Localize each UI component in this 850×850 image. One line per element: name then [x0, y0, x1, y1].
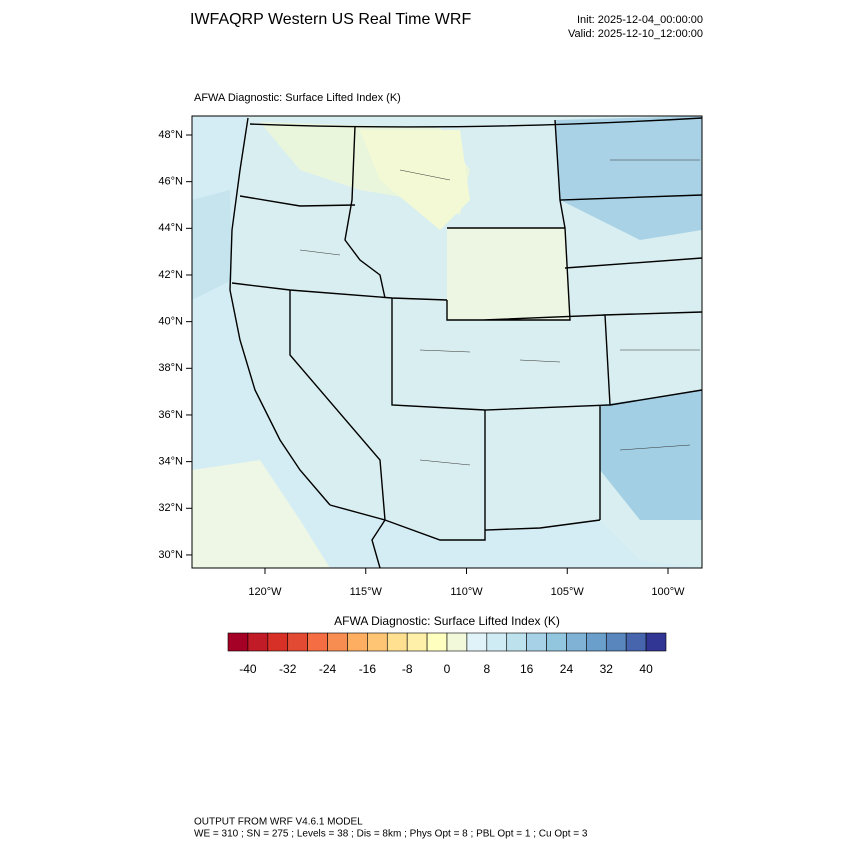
- colorbar-box: [446, 632, 468, 652]
- colorbar-tick-label: 0: [444, 662, 451, 676]
- colorbar-box: [367, 632, 388, 652]
- ocean-area: [192, 190, 232, 300]
- high-index-area: [555, 116, 702, 240]
- colorbar-box: [227, 632, 249, 652]
- colorbar-box: [426, 632, 448, 652]
- lat-tick-label: 30°N: [158, 549, 183, 561]
- high-index-area: [600, 390, 702, 520]
- colorbar-box: [386, 632, 408, 652]
- colorbar-box: [566, 632, 587, 652]
- lat-tick-label: 46°N: [158, 176, 183, 188]
- lon-tick-label: 120°W: [248, 586, 282, 598]
- lon-tick-label: 105°W: [551, 586, 585, 598]
- map-frame: [191, 115, 703, 569]
- lon-tick-label: 100°W: [651, 586, 685, 598]
- colorbar-tick-label: -16: [359, 662, 377, 676]
- colorbar-box: [546, 632, 567, 652]
- colorbar-box: [327, 632, 348, 652]
- colorbar-tick-label: -8: [402, 662, 413, 676]
- colorbar-tick-label: -32: [279, 662, 297, 676]
- lat-tick-label: 32°N: [158, 502, 183, 514]
- colorbar-title: AFWA Diagnostic: Surface Lifted Index (K…: [334, 614, 560, 628]
- county-border: [299, 159, 700, 466]
- colorbar-tick-label: 8: [483, 662, 490, 676]
- colorbar-tick-label: -24: [319, 662, 337, 676]
- coastline: [229, 117, 386, 569]
- canada-border: [249, 117, 703, 128]
- colorbar-box: [287, 632, 308, 652]
- lat-tick-label: 44°N: [158, 222, 183, 234]
- colorbar-box: [605, 632, 627, 652]
- lat-tick-label: 42°N: [158, 269, 183, 281]
- colorbar-tick-label: 40: [639, 662, 653, 676]
- colorbar-box: [466, 632, 488, 652]
- state-border: [231, 119, 703, 541]
- main-title: IWFAQRP Western US Real Time WRF: [190, 11, 471, 28]
- colorbar-box: [526, 632, 547, 652]
- ocean-area: [192, 460, 330, 568]
- footer-line: OUTPUT FROM WRF V4.6.1 MODEL: [194, 817, 363, 828]
- colorbar-box: [267, 632, 289, 652]
- colorbar-tick-label: 16: [520, 662, 534, 676]
- lon-tick-label: 115°W: [350, 586, 383, 598]
- colorbar-box: [406, 632, 428, 652]
- colorbar-box: [247, 632, 269, 652]
- map-title: AFWA Diagnostic: Surface Lifted Index (K…: [194, 92, 401, 104]
- lat-tick-label: 40°N: [158, 316, 183, 328]
- lat-tick-label: 36°N: [158, 409, 183, 421]
- lon-tick-label: 110°W: [450, 586, 483, 598]
- lat-tick-label: 38°N: [158, 362, 183, 374]
- colorbar-box: [347, 632, 368, 652]
- colorbar-box: [625, 632, 647, 652]
- low-index-area: [447, 228, 570, 320]
- colorbar-box: [307, 632, 328, 652]
- colorbar-box: [506, 632, 527, 652]
- colorbar-box: [586, 632, 607, 652]
- lat-tick-label: 48°N: [158, 129, 183, 141]
- colorbar-box: [645, 632, 667, 652]
- footer-line: WE = 310 ; SN = 275 ; Levels = 38 ; Dis …: [194, 829, 588, 840]
- colorbar-box: [486, 632, 508, 652]
- init-time: Init: 2025-12-04_00:00:00: [577, 14, 703, 26]
- lat-tick-label: 34°N: [158, 456, 183, 468]
- land: [230, 116, 702, 568]
- colorbar-tick-label: 32: [600, 662, 614, 676]
- valid-time: Valid: 2025-12-10_12:00:00: [568, 28, 703, 40]
- colorbar-tick-label: -40: [239, 662, 257, 676]
- map: [191, 115, 703, 569]
- low-index-area: [360, 130, 470, 230]
- colorbar-tick-label: 24: [560, 662, 574, 676]
